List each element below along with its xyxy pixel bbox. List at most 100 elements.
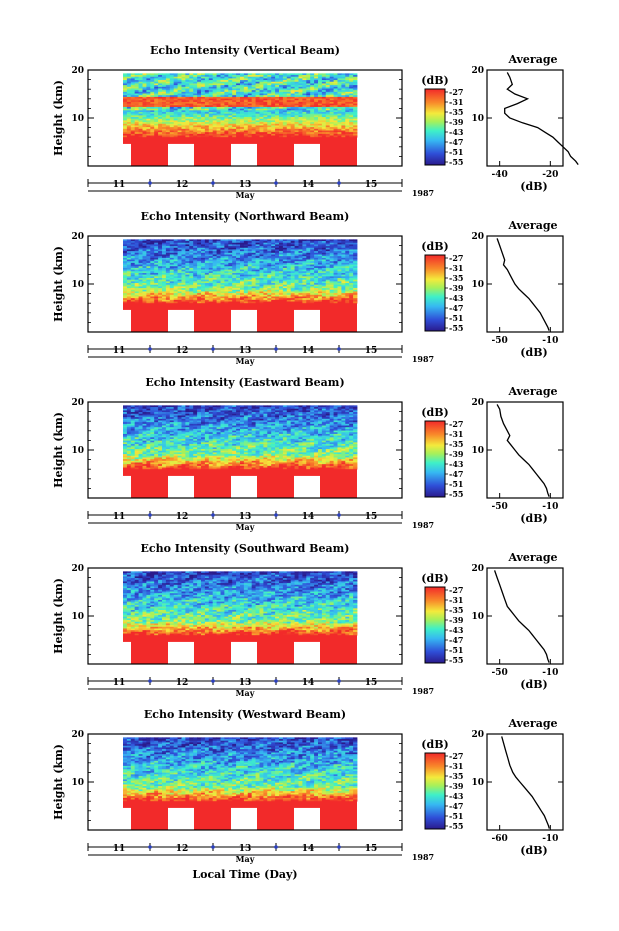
time-marker	[148, 845, 152, 849]
average-frame	[486, 733, 564, 831]
x-tick-label: 15	[365, 512, 378, 522]
y-axis-label: Height (km)	[52, 80, 65, 156]
average-y-tick-label: 10	[471, 778, 484, 788]
colorbar-tick-label: -39	[449, 449, 464, 459]
y-tick-label: 20	[71, 398, 84, 408]
colorbar-tick-label: -43	[449, 625, 464, 635]
echo-intensity-field	[123, 737, 358, 830]
echo-intensity-field	[123, 405, 358, 498]
colorbar-tick-label: -43	[449, 791, 464, 801]
y-tick-label: 20	[71, 66, 84, 76]
x-tick-label: 13	[239, 346, 252, 356]
time-marker	[274, 513, 278, 517]
panel-1: Echo Intensity (Vertical Beam) 20 10 Height…	[52, 44, 579, 200]
x-tick-label: 11	[113, 512, 126, 522]
y-axis-label: Height (km)	[52, 578, 65, 654]
colorbar-tick-label: -31	[449, 429, 463, 439]
panel-title: Echo Intensity (Southward Beam)	[141, 542, 350, 555]
echo-intensity-field	[123, 239, 358, 332]
colorbar-tick-label: -39	[449, 615, 464, 625]
global-x-axis-label: Local Time (Day)	[192, 868, 297, 881]
colorbar	[424, 752, 446, 830]
x-tick-label: 13	[239, 678, 252, 688]
y-tick-label: 20	[71, 232, 84, 242]
colorbar-tick-label: -35	[449, 273, 463, 283]
colorbar-tick-label: -39	[449, 283, 464, 293]
panel-title: Echo Intensity (Northward Beam)	[141, 210, 350, 223]
time-marker	[148, 513, 152, 517]
x-axis-label: May	[236, 688, 255, 698]
average-title: Average	[507, 717, 557, 730]
average-profile-line	[496, 238, 550, 331]
average-x-axis-label: (dB)	[520, 678, 547, 691]
x-tick-label: 15	[365, 346, 378, 356]
colorbar-unit: (dB)	[421, 738, 448, 751]
average-x-tick-label: -10	[542, 668, 558, 678]
time-marker	[211, 845, 215, 849]
average-x-tick-label: -20	[542, 170, 558, 180]
colorbar-tick-label: -47	[449, 635, 463, 645]
colorbar-tick-label: -51	[449, 479, 463, 489]
x-tick-label: 15	[365, 180, 378, 190]
y-axis-label: Height (km)	[52, 412, 65, 488]
colorbar-tick-label: -35	[449, 107, 463, 117]
y-tick-label: 10	[71, 446, 84, 456]
colorbar	[424, 420, 446, 498]
colorbar-tick-label: -51	[449, 147, 463, 157]
panel-title: Echo Intensity (Vertical Beam)	[150, 44, 340, 57]
colorbar-unit: (dB)	[421, 74, 448, 87]
average-y-tick-label: 20	[471, 398, 484, 408]
colorbar-tick-label: -27	[449, 253, 463, 263]
echo-intensity-field	[123, 571, 358, 664]
colorbar	[424, 586, 446, 664]
average-frame	[486, 401, 564, 499]
colorbar-tick-label: -35	[449, 771, 463, 781]
time-marker	[148, 679, 152, 683]
colorbar-tick-label: -39	[449, 117, 464, 127]
colorbar	[424, 88, 446, 166]
colorbar-tick-label: -47	[449, 303, 463, 313]
panel-4: Echo Intensity (Southward Beam) 20 10 Heigh…	[52, 542, 564, 698]
average-x-tick-label: -10	[542, 502, 558, 512]
average-profile-line	[504, 72, 579, 165]
average-x-tick-label: -50	[492, 336, 508, 346]
average-y-tick-label: 20	[471, 730, 484, 740]
average-y-tick-label: 10	[471, 114, 484, 124]
time-marker	[337, 679, 341, 683]
average-title: Average	[507, 53, 557, 66]
colorbar-tick-label: -47	[449, 137, 463, 147]
colorbar-tick-label: -51	[449, 645, 463, 655]
panel-2: Echo Intensity (Northward Beam) 20 10 Heigh…	[52, 210, 564, 366]
panel-title: Echo Intensity (Eastward Beam)	[145, 376, 344, 389]
time-marker	[148, 347, 152, 351]
time-marker	[274, 181, 278, 185]
time-marker	[337, 181, 341, 185]
average-title: Average	[507, 385, 557, 398]
colorbar-tick-label: -47	[449, 469, 463, 479]
time-marker	[211, 679, 215, 683]
y-tick-label: 10	[71, 280, 84, 290]
colorbar-tick-label: -55	[449, 655, 463, 665]
colorbar-tick-label: -43	[449, 459, 464, 469]
colorbar-tick-label: -27	[449, 87, 463, 97]
y-tick-label: 10	[71, 612, 84, 622]
average-x-axis-label: (dB)	[520, 180, 547, 193]
x-tick-label: 13	[239, 180, 252, 190]
colorbar-tick-label: -55	[449, 821, 463, 831]
colorbar-tick-label: -55	[449, 323, 463, 333]
colorbar-tick-label: -43	[449, 127, 464, 137]
average-x-axis-label: (dB)	[520, 512, 547, 525]
year-label: 1987	[412, 686, 434, 696]
average-y-tick-label: 20	[471, 66, 484, 76]
average-x-tick-label: -50	[492, 668, 508, 678]
x-tick-label: 11	[113, 678, 126, 688]
y-tick-label: 20	[71, 730, 84, 740]
colorbar-tick-label: -55	[449, 157, 463, 167]
year-label: 1987	[412, 354, 434, 364]
time-marker	[274, 679, 278, 683]
y-tick-label: 10	[71, 778, 84, 788]
x-tick-label: 14	[302, 512, 315, 522]
time-marker	[274, 845, 278, 849]
average-x-tick-label: -50	[492, 502, 508, 512]
